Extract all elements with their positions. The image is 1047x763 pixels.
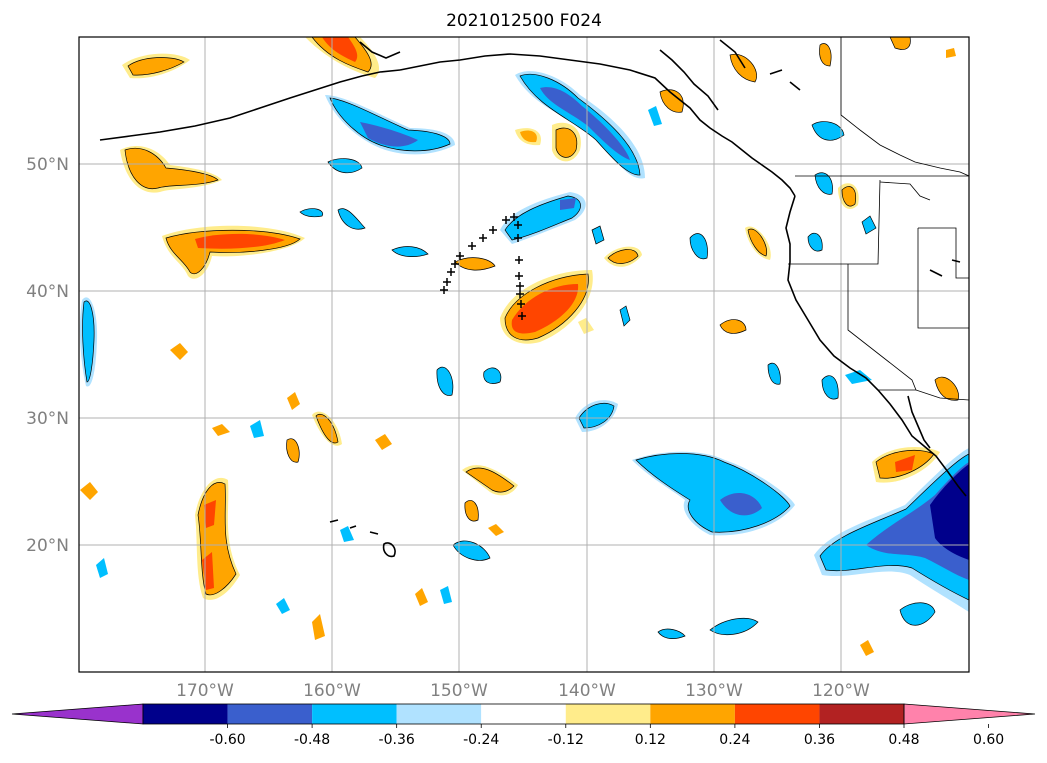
negative-field-central: [500, 192, 618, 432]
colorbar-tick-label: -0.24: [463, 732, 499, 748]
colorbar-swatch: [227, 704, 313, 724]
lat-tick-label: 20°N: [26, 536, 69, 556]
anomaly-fields: [79, 37, 969, 656]
lat-tick-label: 30°N: [26, 409, 69, 429]
colorbar-swatch: [143, 704, 228, 724]
lon-tick-label: 120°W: [812, 681, 870, 701]
colorbar-swatch: [819, 704, 904, 724]
colorbar-outline: [142, 703, 905, 725]
colorbar-swatch: [312, 704, 397, 724]
track-markers: [440, 213, 526, 320]
lon-tick-label: 170°W: [176, 681, 234, 701]
colorbar-swatch: [481, 704, 566, 724]
lat-tick-label: 40°N: [26, 282, 69, 302]
colorbar-tick-label: -0.48: [294, 732, 330, 748]
lon-tick-label: 130°W: [685, 681, 743, 701]
map-area: [79, 37, 969, 672]
positive-field-south: [80, 37, 959, 656]
positive-field-central: [454, 122, 642, 344]
positive-field-aleutian: [162, 225, 305, 279]
lat-tick-labels: 20°N 30°N 40°N 50°N: [26, 155, 69, 556]
negative-field-southeast: [814, 448, 969, 626]
lat-tick-label: 50°N: [26, 155, 69, 175]
colorbar-tick-label: 0.12: [635, 732, 666, 748]
borders: [788, 37, 969, 401]
positive-field-west: [120, 145, 222, 193]
figure-title: 2021012500 F024: [446, 11, 602, 31]
colorbar-tick-label: -0.12: [548, 732, 584, 748]
gridlines: [79, 37, 969, 672]
colorbar-swatch: [396, 704, 482, 724]
negative-field-scattered: [79, 106, 877, 639]
negative-field-gulf: [325, 71, 645, 179]
colorbar-swatch: [650, 704, 735, 724]
lon-tick-label: 150°W: [430, 681, 488, 701]
colorbar-tick-label: -0.60: [209, 732, 245, 748]
colorbar-extend-low: [11, 703, 144, 725]
colorbar-swatch: [734, 704, 820, 724]
map-frame: [78, 36, 970, 673]
colorbar-extend-high: [903, 703, 1036, 725]
colorbar-tick-label: -0.36: [379, 732, 415, 748]
colorbar-tick-label: 0.24: [719, 732, 750, 748]
colorbar: -0.60 -0.48 -0.36 -0.24 -0.12 0.12 0.24 0.36 0.4…: [11, 703, 1036, 748]
lon-tick-labels: 170°W 160°W 150°W 140°W 130°W 120°W: [176, 681, 870, 701]
coastlines: [99, 39, 967, 558]
colorbar-tick-label: 0.36: [804, 732, 835, 748]
colorbar-tick-label: 0.60: [973, 732, 1004, 748]
lon-tick-label: 160°W: [303, 681, 361, 701]
positive-field-north: [122, 37, 380, 79]
colorbar-tick-label: 0.48: [888, 732, 919, 748]
colorbar-swatch: [565, 704, 651, 724]
lon-tick-label: 140°W: [558, 681, 616, 701]
